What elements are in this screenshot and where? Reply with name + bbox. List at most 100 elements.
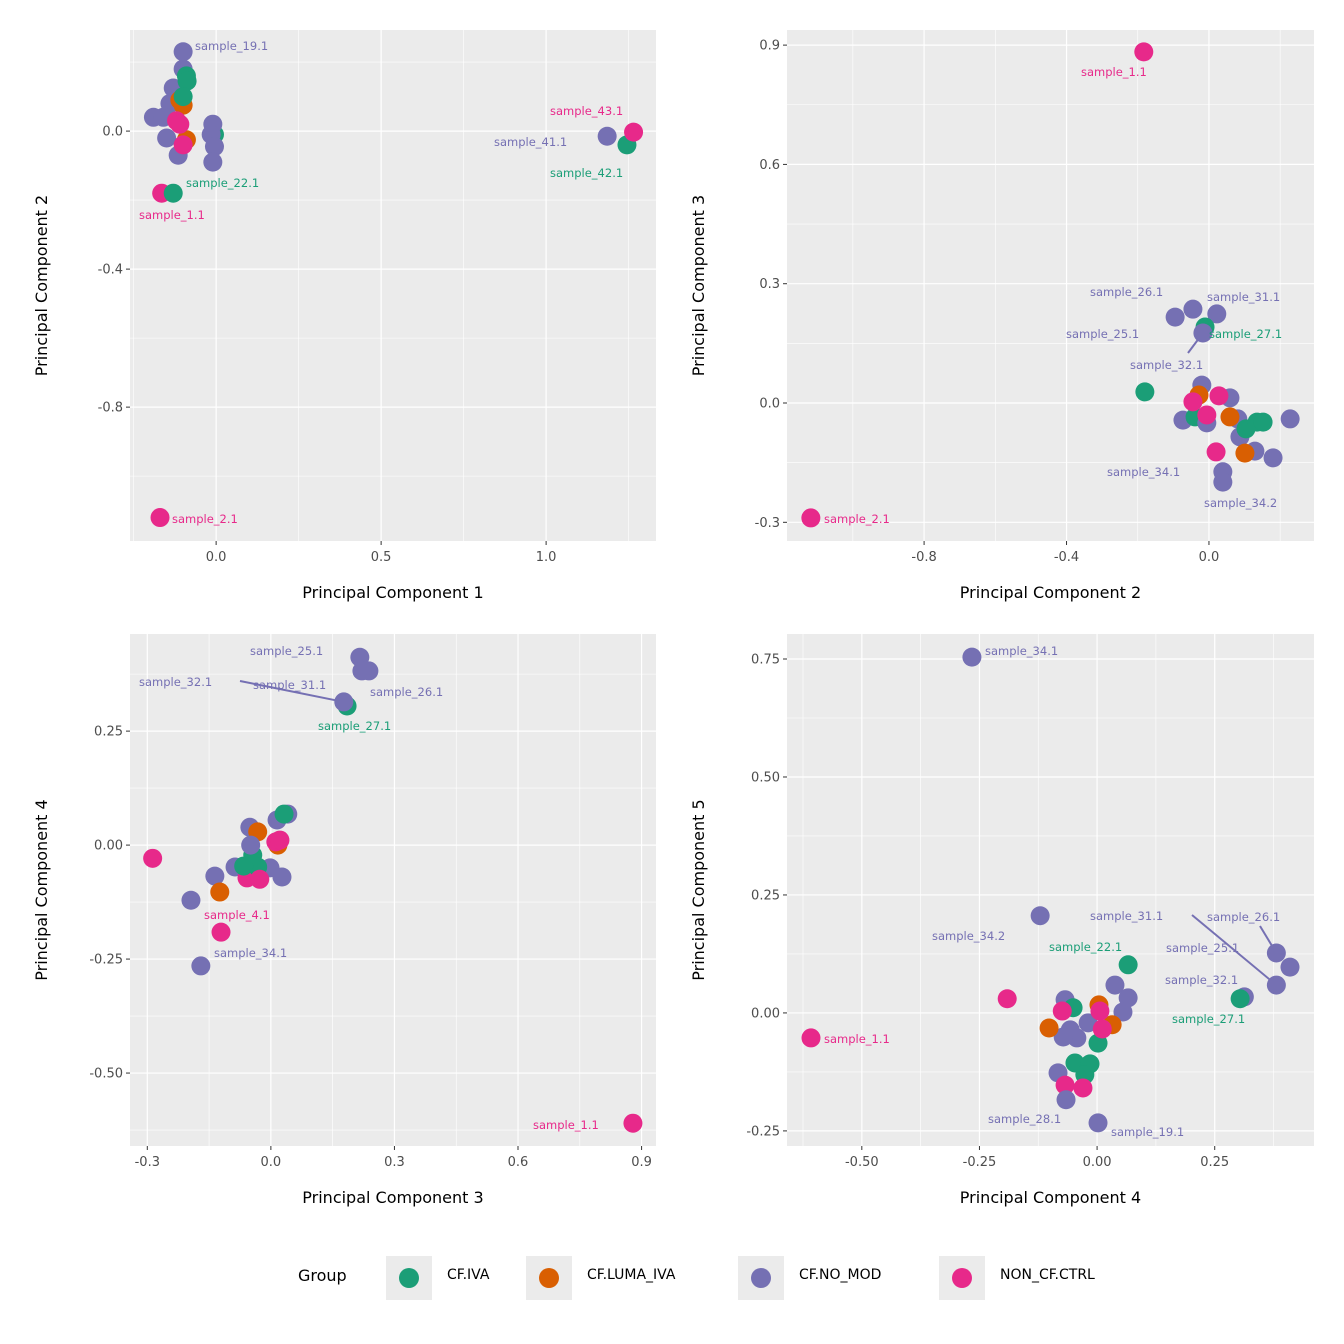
x-tick-label: -0.3: [135, 1155, 160, 1170]
data-point: [997, 989, 1017, 1009]
data-point: [1213, 472, 1233, 492]
data-point: [270, 830, 290, 850]
data-point: [272, 867, 292, 887]
data-point: [157, 128, 177, 148]
data-point: [1193, 323, 1213, 343]
x-tick-label: 1.0: [536, 550, 557, 565]
data-point: [962, 647, 982, 667]
y-tick-label: 0.9: [759, 39, 780, 54]
data-point: [1052, 1001, 1072, 1021]
data-point: [1134, 42, 1154, 62]
y-tick-label: -0.3: [755, 516, 780, 531]
point-label: sample_2.1: [824, 512, 890, 526]
y-tick-label: 0.6: [759, 158, 780, 173]
x-tick-label: -0.4: [1054, 550, 1079, 565]
y-tick-label: 0.00: [751, 1006, 780, 1021]
pca-scatter-matrix: 0.0 0.5 1.0 0.0 -0.4 -0.8 Principal Component …: [32, 30, 1314, 1207]
data-point: [801, 508, 821, 528]
data-point: [624, 122, 644, 142]
point-label: sample_27.1: [1172, 1012, 1245, 1026]
point-label: sample_19.1: [1111, 1125, 1184, 1139]
data-point: [274, 804, 294, 824]
x-tick-label: 0.0: [206, 550, 227, 565]
data-point: [181, 890, 201, 910]
data-point: [1053, 1027, 1073, 1047]
data-point: [1118, 955, 1138, 975]
x-tick-label: -0.25: [963, 1155, 997, 1170]
point-label: sample_1.1: [1081, 65, 1147, 79]
data-point: [191, 956, 211, 976]
legend-key-non-cf-ctrl: [939, 1256, 985, 1300]
x-tick-label: 0.3: [384, 1155, 405, 1170]
data-point: [177, 71, 197, 91]
data-point: [1235, 443, 1255, 463]
data-point: [1207, 304, 1227, 324]
point-label: sample_25.1: [250, 644, 323, 658]
panel-1: 0.0 0.5 1.0 0.0 -0.4 -0.8 Principal Component …: [32, 30, 656, 602]
data-point: [170, 114, 190, 134]
point-label: sample_42.1: [550, 166, 623, 180]
data-point: [352, 661, 372, 681]
panel-background: [787, 30, 1314, 541]
data-point: [203, 152, 223, 172]
y-tick-label: 0.50: [751, 770, 780, 785]
x-axis-title: Principal Component 4: [960, 1188, 1141, 1207]
point-label: sample_2.1: [172, 512, 238, 526]
point-label: sample_28.1: [988, 1112, 1061, 1126]
data-point: [1230, 989, 1250, 1009]
point-label: sample_27.1: [1209, 327, 1282, 341]
data-point: [234, 856, 254, 876]
point-label: sample_43.1: [550, 104, 623, 118]
y-axis-title: Principal Component 2: [32, 195, 51, 376]
data-point: [1105, 975, 1125, 995]
x-axis-title: Principal Component 3: [302, 1188, 483, 1207]
data-point: [1039, 1018, 1059, 1038]
x-tick-label: 0.9: [631, 1155, 652, 1170]
legend-label-cf-iva: CF.IVA: [447, 1267, 490, 1283]
data-point: [1073, 1078, 1093, 1098]
legend: Group CF.IVA CF.LUMA_IVA CF.NO_MOD NON_C…: [0, 1256, 1344, 1302]
y-axis-title: Principal Component 4: [32, 799, 51, 980]
legend-key-cf-luma-iva: [526, 1256, 572, 1300]
data-point: [150, 508, 170, 528]
point-label: sample_31.1: [1090, 909, 1163, 923]
data-point: [1056, 1090, 1076, 1110]
y-axis-title: Principal Component 3: [689, 195, 708, 376]
point-label: sample_34.2: [1204, 496, 1277, 510]
data-point: [211, 922, 231, 942]
y-tick-label: 0.3: [759, 277, 780, 292]
data-point: [1055, 1075, 1075, 1095]
data-point: [204, 137, 224, 157]
y-tick-label: -0.25: [89, 953, 123, 968]
panel-3: -0.3 0.0 0.3 0.6 0.9 0.25 0.00 -0.25 -0.50 Princi…: [32, 634, 656, 1207]
point-label: sample_31.1: [253, 678, 326, 692]
point-label: sample_34.1: [985, 644, 1058, 658]
data-point: [1197, 405, 1217, 425]
data-point: [1135, 382, 1155, 402]
data-point: [801, 1028, 821, 1048]
point-label: sample_4.1: [204, 908, 270, 922]
data-point: [597, 126, 617, 146]
data-point: [1183, 299, 1203, 319]
point-label: sample_41.1: [494, 135, 567, 149]
point-label: sample_32.1: [1165, 973, 1238, 987]
point-label: sample_34.2: [932, 929, 1005, 943]
x-tick-label: 0.5: [371, 550, 392, 565]
point-label: sample_1.1: [824, 1032, 890, 1046]
point-label: sample_1.1: [533, 1118, 599, 1132]
point-label: sample_26.1: [1207, 910, 1280, 924]
x-tick-label: 0.6: [508, 1155, 529, 1170]
point-label: sample_22.1: [186, 176, 259, 190]
y-tick-label: -0.8: [98, 401, 123, 416]
data-point: [1067, 1028, 1087, 1048]
y-tick-label: -0.25: [746, 1124, 780, 1139]
data-point: [1266, 943, 1286, 963]
legend-label-non-cf-ctrl: NON_CF.CTRL: [1000, 1267, 1095, 1283]
point-label: sample_1.1: [139, 208, 205, 222]
panel-background: [130, 30, 656, 541]
x-axis-title: Principal Component 1: [302, 583, 483, 602]
data-point: [250, 869, 270, 889]
x-tick-label: 0.0: [1199, 550, 1220, 565]
point-label: sample_19.1: [195, 39, 268, 53]
point-label: sample_26.1: [1090, 285, 1163, 299]
